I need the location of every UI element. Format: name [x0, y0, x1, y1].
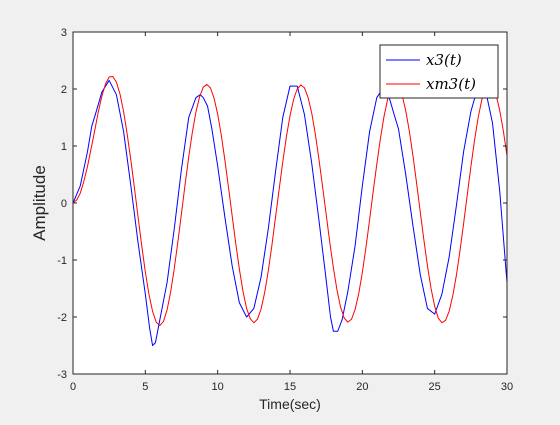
y-tick-label: 0 — [61, 198, 67, 210]
y-axis-label: Amplitude — [30, 165, 49, 241]
series-line-1 — [73, 75, 507, 327]
x-tick-label: 5 — [142, 381, 148, 393]
series-layer — [73, 75, 507, 346]
legend-label-x3: x3(t) — [426, 51, 462, 69]
legend: x3(t) xm3(t) — [379, 44, 499, 99]
y-tick-label: -1 — [57, 255, 67, 267]
series-line-0 — [73, 79, 507, 346]
y-tick-label: -2 — [57, 312, 67, 324]
legend-box — [379, 44, 499, 99]
y-tick-label: 3 — [61, 27, 67, 39]
x-axis-label: Time(sec) — [259, 396, 321, 412]
x-tick-label: 30 — [501, 381, 513, 393]
x-tick-label: 15 — [284, 381, 296, 393]
x-tick-label: 25 — [429, 381, 441, 393]
legend-label-xm3: xm3(t) — [426, 75, 476, 93]
y-tick-label: 1 — [61, 141, 67, 153]
tick-layer: 0 5 10 15 20 25 30 -3 -2 -1 0 1 2 3 — [57, 27, 513, 393]
x-tick-label: 0 — [70, 381, 76, 393]
x-tick-label: 20 — [356, 381, 368, 393]
y-tick-label: 2 — [61, 84, 67, 96]
x-tick-label: 10 — [212, 381, 224, 393]
y-tick-label: -3 — [57, 369, 67, 381]
